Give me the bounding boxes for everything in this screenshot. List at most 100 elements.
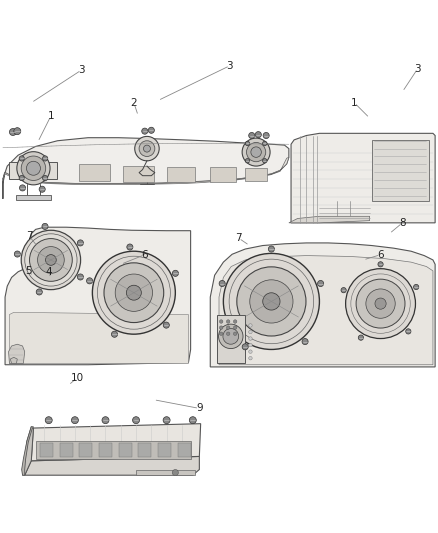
Text: 7: 7	[26, 231, 32, 241]
Circle shape	[78, 274, 84, 280]
Circle shape	[29, 239, 72, 281]
Circle shape	[406, 329, 411, 334]
Bar	[40, 443, 53, 457]
Circle shape	[144, 145, 150, 152]
Circle shape	[263, 133, 269, 139]
Polygon shape	[219, 256, 433, 365]
Circle shape	[163, 322, 170, 328]
Bar	[158, 443, 171, 457]
Bar	[119, 443, 132, 457]
Circle shape	[263, 293, 280, 310]
Circle shape	[78, 240, 84, 246]
Circle shape	[45, 417, 52, 424]
Circle shape	[318, 280, 324, 287]
Polygon shape	[16, 195, 51, 200]
Circle shape	[249, 350, 252, 353]
Bar	[245, 168, 267, 181]
Circle shape	[268, 246, 275, 252]
Text: 1: 1	[351, 98, 358, 108]
Circle shape	[17, 152, 50, 185]
Circle shape	[249, 324, 252, 327]
Circle shape	[247, 142, 266, 161]
Circle shape	[21, 230, 81, 289]
Text: 5: 5	[25, 266, 32, 276]
Circle shape	[38, 247, 64, 273]
Circle shape	[19, 156, 25, 161]
Circle shape	[219, 324, 243, 349]
Polygon shape	[21, 427, 33, 475]
Text: 10: 10	[71, 373, 84, 383]
Circle shape	[375, 298, 386, 309]
Circle shape	[25, 234, 77, 286]
Circle shape	[346, 269, 416, 338]
Circle shape	[127, 244, 133, 250]
Polygon shape	[25, 456, 199, 475]
Polygon shape	[136, 470, 195, 475]
Circle shape	[262, 141, 267, 146]
Circle shape	[219, 280, 225, 287]
Circle shape	[249, 330, 252, 334]
Polygon shape	[11, 357, 17, 364]
Text: 1: 1	[48, 111, 54, 121]
Circle shape	[139, 141, 155, 157]
Circle shape	[36, 289, 42, 295]
Circle shape	[111, 331, 117, 337]
Circle shape	[226, 332, 230, 335]
Circle shape	[102, 417, 109, 424]
Circle shape	[413, 285, 419, 289]
Circle shape	[255, 132, 261, 138]
Circle shape	[71, 417, 78, 424]
Text: 6: 6	[141, 250, 148, 260]
Circle shape	[10, 128, 16, 135]
Circle shape	[251, 147, 261, 157]
Text: 2: 2	[131, 98, 137, 108]
Text: 4: 4	[46, 267, 52, 277]
Circle shape	[249, 357, 252, 360]
Bar	[210, 167, 237, 182]
Polygon shape	[31, 424, 201, 461]
Circle shape	[233, 326, 237, 329]
Bar	[372, 140, 428, 201]
Circle shape	[19, 175, 25, 181]
Text: 6: 6	[377, 250, 384, 260]
Bar	[35, 441, 191, 458]
Text: 3: 3	[78, 65, 85, 75]
Circle shape	[92, 251, 175, 334]
Circle shape	[135, 136, 159, 161]
Circle shape	[104, 263, 164, 322]
Text: 3: 3	[226, 61, 233, 71]
Circle shape	[226, 320, 230, 323]
Polygon shape	[10, 161, 57, 179]
Circle shape	[249, 343, 252, 347]
Circle shape	[42, 175, 48, 181]
Circle shape	[42, 156, 48, 161]
Circle shape	[226, 326, 230, 329]
Circle shape	[242, 344, 248, 350]
Bar	[177, 443, 191, 457]
Circle shape	[21, 156, 46, 181]
Circle shape	[341, 287, 346, 293]
Text: 9: 9	[196, 403, 203, 414]
Circle shape	[249, 133, 255, 139]
Circle shape	[366, 289, 395, 318]
Circle shape	[39, 186, 45, 192]
Circle shape	[245, 159, 250, 163]
Circle shape	[163, 417, 170, 424]
Polygon shape	[289, 216, 370, 223]
Circle shape	[42, 223, 48, 230]
Polygon shape	[10, 312, 188, 364]
Circle shape	[115, 274, 152, 311]
Circle shape	[127, 285, 141, 300]
Circle shape	[262, 159, 267, 163]
Circle shape	[172, 470, 178, 475]
Circle shape	[378, 262, 383, 267]
Bar	[60, 443, 73, 457]
Polygon shape	[291, 133, 435, 223]
Circle shape	[245, 141, 250, 146]
Circle shape	[233, 332, 237, 335]
Bar	[79, 443, 92, 457]
Circle shape	[242, 138, 270, 166]
Bar	[138, 443, 151, 457]
Polygon shape	[3, 138, 289, 199]
Polygon shape	[9, 344, 25, 364]
